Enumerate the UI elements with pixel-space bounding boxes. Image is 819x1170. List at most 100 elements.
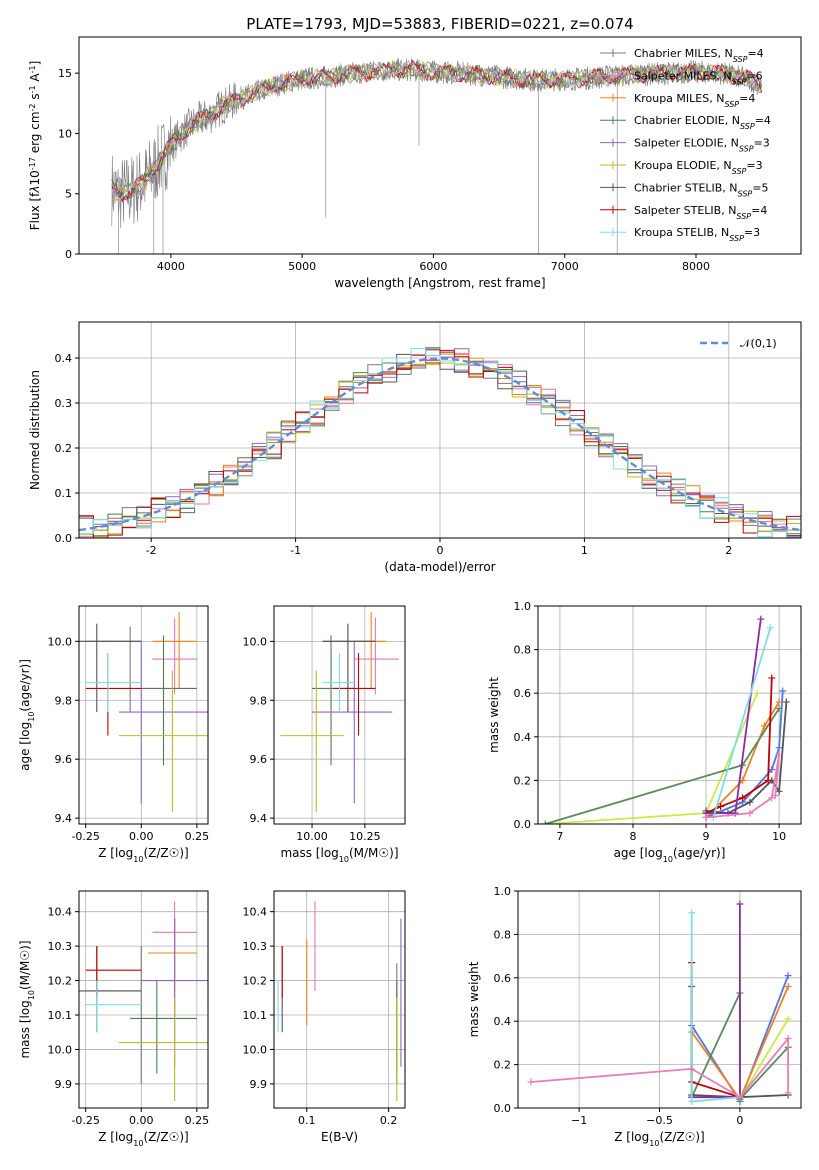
x-tick-label: 8000 bbox=[682, 260, 710, 273]
y-tick-label: 10.0 bbox=[243, 1043, 268, 1056]
mass-weight-marker bbox=[782, 698, 790, 706]
x-tick-label: −1 bbox=[571, 1114, 587, 1127]
mass-weight-marker bbox=[739, 794, 747, 802]
mass-weight-marker bbox=[766, 624, 774, 632]
mass-weight-marker bbox=[784, 1035, 792, 1043]
age_vs_mass-frame bbox=[273, 605, 406, 825]
model-line-5 bbox=[111, 59, 762, 200]
age_vs_mass-plot bbox=[280, 611, 399, 813]
mass-weight-marker bbox=[768, 766, 776, 773]
x-tick-label: 0 bbox=[437, 544, 444, 557]
y-tick-label: 10.3 bbox=[243, 940, 268, 953]
age_vs_Z-plot bbox=[79, 611, 208, 813]
x-tick-label: -2 bbox=[146, 544, 157, 557]
y-tick-label: 0.6 bbox=[514, 687, 532, 700]
mass-weight-marker bbox=[775, 698, 783, 706]
x-axis-label: Z [log10(Z/Z☉)] bbox=[98, 846, 189, 864]
legend-entry: Salpeter MILES, NSSP=6 bbox=[634, 69, 763, 86]
mass-weight-marker bbox=[753, 689, 761, 697]
mass-weight-marker bbox=[541, 820, 549, 824]
y-axis-label: mass [log10(M/M☉)] bbox=[18, 940, 36, 1058]
mass-weight-marker bbox=[688, 1097, 696, 1105]
mass-weight-marker bbox=[717, 803, 725, 811]
mass-weight-marker bbox=[779, 687, 787, 695]
mass-weight-line-1 bbox=[705, 701, 780, 819]
y-tick-label: 10.1 bbox=[243, 1009, 268, 1022]
y-tick-label: 0.1 bbox=[55, 487, 73, 500]
x-axis-label: age [log10(age/yr)] bbox=[614, 846, 726, 864]
mass-weight-marker bbox=[775, 787, 783, 795]
y-tick-label: 0.4 bbox=[514, 731, 532, 744]
y-tick-label: 0.2 bbox=[55, 442, 73, 455]
mass-weight-marker bbox=[702, 813, 710, 821]
mass-weight-line-7 bbox=[712, 627, 772, 818]
mw_vs_Z-frame bbox=[517, 890, 802, 1109]
y-tick-label: 0.0 bbox=[514, 818, 532, 831]
x-tick-label: 9 bbox=[703, 830, 710, 843]
mass-weight-marker bbox=[746, 809, 754, 817]
mass-weight-marker bbox=[746, 798, 754, 806]
mass_vs_ebv-axes: 0.1 0.2 9.9 10.0 10.1 10.2 10.3 10.4 E(B-V) bbox=[243, 891, 405, 1144]
legend-entry: Chabrier ELODIE, NSSP=4 bbox=[634, 114, 771, 131]
y-tick-label: 0.2 bbox=[494, 1059, 512, 1072]
mass-weight-marker bbox=[757, 615, 765, 623]
legend-entry: Salpeter ELODIE, NSSP=3 bbox=[634, 137, 770, 154]
y-axis-label: Flux [fλ10-17 erg cm-2 s-1 A-1] bbox=[28, 61, 43, 231]
mw_vs_age-plot bbox=[541, 615, 790, 824]
y-tick-label: 9.8 bbox=[250, 694, 268, 707]
spectrum-axes: 4000 5000 6000 7000 8000 0 5 10 15 wavelength [An… bbox=[28, 61, 710, 290]
x-axis-label: E(B-V) bbox=[321, 1130, 358, 1144]
mass-weight-marker bbox=[775, 704, 783, 712]
y-tick-label: 0.0 bbox=[494, 1102, 512, 1115]
legend-entry: Chabrier STELIB, NSSP=5 bbox=[634, 181, 768, 198]
spectrum-legend: Chabrier MILES, NSSP=4 Salpeter MILES, NS… bbox=[600, 47, 771, 243]
legend-entry: Chabrier MILES, NSSP=4 bbox=[634, 47, 764, 64]
spectrum-frame bbox=[78, 36, 802, 255]
residuals-frame bbox=[78, 321, 802, 539]
x-axis-label: mass [log10(M/M☉)] bbox=[280, 846, 398, 864]
mass-weight-marker bbox=[784, 1089, 792, 1097]
x-axis-label: (data-model)/error bbox=[384, 560, 495, 574]
y-tick-label: 9.8 bbox=[55, 694, 73, 707]
x-tick-label: 2 bbox=[725, 544, 732, 557]
x-tick-label: -1 bbox=[290, 544, 301, 557]
model-line-6 bbox=[111, 61, 762, 201]
legend-entry: 𝒩(0,1) bbox=[740, 337, 777, 350]
x-tick-label: -0.25 bbox=[71, 830, 99, 843]
mass_vs_ebv-plot bbox=[277, 901, 402, 1102]
residuals-plot bbox=[79, 347, 801, 538]
x-tick-label: 7000 bbox=[551, 260, 579, 273]
y-tick-label: 0.3 bbox=[55, 397, 73, 410]
y-tick-label: 9.9 bbox=[55, 1078, 73, 1091]
mass-weight-marker bbox=[736, 1093, 744, 1101]
x-axis-label: wavelength [Angstrom, rest frame] bbox=[334, 276, 545, 290]
mass-weight-marker bbox=[784, 1015, 792, 1023]
y-tick-label: 0.0 bbox=[55, 532, 73, 545]
mass_vs_ebv-frame bbox=[273, 890, 406, 1109]
x-tick-label: −0.5 bbox=[646, 1114, 673, 1127]
x-tick-label: 8 bbox=[629, 830, 636, 843]
legend-entry: Kroupa MILES, NSSP=4 bbox=[634, 92, 755, 109]
x-tick-label: -0.25 bbox=[71, 1114, 99, 1127]
legend-entry: Salpeter STELIB, NSSP=4 bbox=[634, 204, 767, 221]
x-tick-label: 5000 bbox=[288, 260, 316, 273]
x-tick-label: 6000 bbox=[419, 260, 447, 273]
x-tick-label: 10.25 bbox=[349, 830, 381, 843]
mass-weight-marker bbox=[784, 982, 792, 990]
y-tick-label: 5 bbox=[65, 188, 72, 201]
y-tick-label: 9.4 bbox=[55, 812, 73, 825]
x-tick-label: 7 bbox=[556, 830, 563, 843]
y-tick-label: 10.4 bbox=[243, 906, 268, 919]
mass-weight-marker bbox=[784, 972, 792, 980]
mass_vs_Z-plot bbox=[79, 901, 208, 1102]
mass-weight-marker bbox=[688, 1065, 696, 1073]
y-axis-label: age [log10(age/yr)] bbox=[18, 659, 36, 771]
y-axis-label: mass weight bbox=[467, 961, 481, 1037]
mass_vs_Z-frame bbox=[78, 890, 209, 1109]
mass-weight-marker bbox=[527, 1078, 535, 1086]
x-axis-label: Z [log10(Z/Z☉)] bbox=[98, 1130, 189, 1148]
mw_vs_age-frame bbox=[537, 605, 802, 825]
spectrum-plot bbox=[111, 57, 762, 254]
y-tick-label: 10.2 bbox=[48, 975, 73, 988]
x-tick-label: 0.25 bbox=[185, 1114, 210, 1127]
